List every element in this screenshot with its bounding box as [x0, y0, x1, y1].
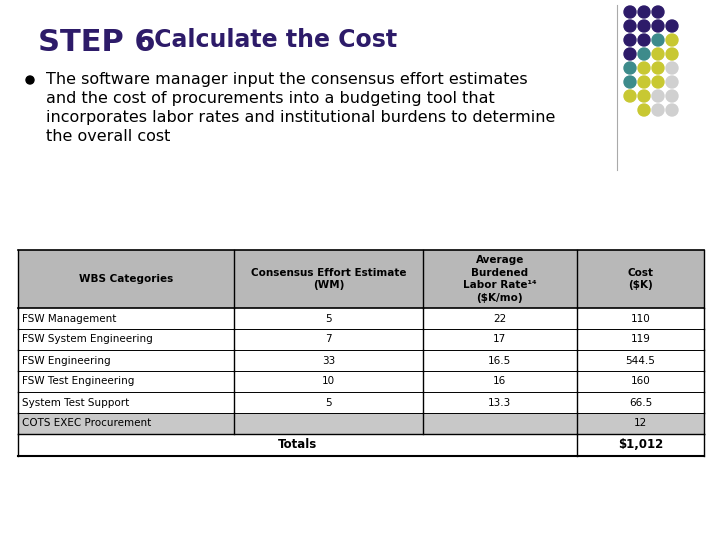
- Text: 16: 16: [493, 376, 507, 387]
- Text: Average
Burdened
Labor Rate¹⁴
($K/mo): Average Burdened Labor Rate¹⁴ ($K/mo): [463, 255, 536, 302]
- Text: 5: 5: [325, 397, 332, 408]
- Text: System Test Support: System Test Support: [22, 397, 130, 408]
- Text: - Calculate the Cost: - Calculate the Cost: [128, 28, 397, 52]
- Circle shape: [652, 34, 664, 46]
- Text: 110: 110: [631, 314, 650, 323]
- Circle shape: [666, 48, 678, 60]
- Text: the overall cost: the overall cost: [46, 129, 171, 144]
- Text: 16.5: 16.5: [488, 355, 511, 366]
- Circle shape: [624, 34, 636, 46]
- Circle shape: [666, 20, 678, 32]
- Circle shape: [638, 90, 650, 102]
- Circle shape: [666, 104, 678, 116]
- Text: 119: 119: [631, 334, 650, 345]
- Circle shape: [638, 76, 650, 88]
- Circle shape: [638, 48, 650, 60]
- Text: $1,012: $1,012: [618, 438, 663, 451]
- Circle shape: [638, 20, 650, 32]
- Circle shape: [638, 34, 650, 46]
- Bar: [18, 371, 704, 392]
- Circle shape: [652, 104, 664, 116]
- Circle shape: [666, 90, 678, 102]
- Circle shape: [638, 62, 650, 74]
- Bar: [18, 350, 704, 371]
- Circle shape: [638, 104, 650, 116]
- Text: COTS EXEC Procurement: COTS EXEC Procurement: [22, 418, 151, 429]
- Bar: [18, 250, 704, 308]
- Circle shape: [666, 62, 678, 74]
- Bar: [234, 413, 423, 434]
- Text: 33: 33: [322, 355, 335, 366]
- Bar: [18, 413, 704, 434]
- Text: 544.5: 544.5: [626, 355, 655, 366]
- Bar: [18, 392, 704, 413]
- Text: incorporates labor rates and institutional burdens to determine: incorporates labor rates and institution…: [46, 110, 555, 125]
- Text: STEP 6: STEP 6: [38, 28, 156, 57]
- Circle shape: [638, 6, 650, 18]
- Text: 7: 7: [325, 334, 332, 345]
- Bar: [423, 413, 577, 434]
- Bar: [18, 434, 704, 456]
- Text: Consensus Effort Estimate
(WM): Consensus Effort Estimate (WM): [251, 268, 406, 290]
- Bar: [18, 308, 704, 329]
- Circle shape: [652, 62, 664, 74]
- Circle shape: [624, 48, 636, 60]
- Text: Cost
($K): Cost ($K): [628, 268, 654, 290]
- Circle shape: [624, 76, 636, 88]
- Circle shape: [652, 20, 664, 32]
- Text: WBS Categories: WBS Categories: [79, 274, 174, 284]
- Bar: [18, 329, 704, 350]
- Circle shape: [624, 62, 636, 74]
- Circle shape: [624, 90, 636, 102]
- Circle shape: [624, 20, 636, 32]
- Text: 22: 22: [493, 314, 507, 323]
- Text: FSW System Engineering: FSW System Engineering: [22, 334, 153, 345]
- Text: and the cost of procurements into a budgeting tool that: and the cost of procurements into a budg…: [46, 91, 495, 106]
- Circle shape: [624, 6, 636, 18]
- Circle shape: [26, 76, 34, 84]
- Text: 160: 160: [631, 376, 650, 387]
- Circle shape: [652, 48, 664, 60]
- Text: FSW Management: FSW Management: [22, 314, 117, 323]
- Text: 17: 17: [493, 334, 507, 345]
- Circle shape: [666, 34, 678, 46]
- Text: 5: 5: [325, 314, 332, 323]
- Circle shape: [652, 90, 664, 102]
- Text: 10: 10: [322, 376, 335, 387]
- Text: 13.3: 13.3: [488, 397, 511, 408]
- Circle shape: [652, 76, 664, 88]
- Text: 12: 12: [634, 418, 647, 429]
- Text: FSW Engineering: FSW Engineering: [22, 355, 111, 366]
- Text: The software manager input the consensus effort estimates: The software manager input the consensus…: [46, 72, 528, 87]
- Circle shape: [666, 76, 678, 88]
- Circle shape: [652, 6, 664, 18]
- Text: FSW Test Engineering: FSW Test Engineering: [22, 376, 135, 387]
- Text: 66.5: 66.5: [629, 397, 652, 408]
- Text: Totals: Totals: [278, 438, 318, 451]
